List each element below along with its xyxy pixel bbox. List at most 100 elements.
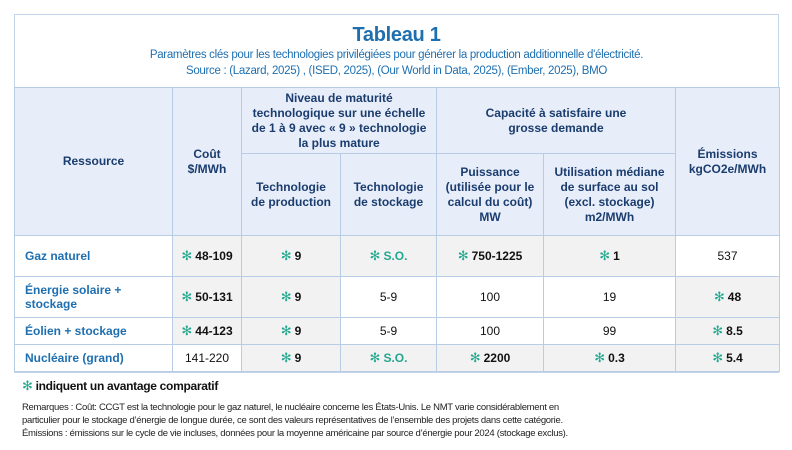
cell-utilisation: ✻ 0.3	[543, 344, 676, 372]
asterisk-icon: ✻	[713, 289, 725, 304]
cell-tech-stockage: ✻ S.O.	[340, 235, 437, 277]
header-tech-stockage-label: Technologie de stockage	[353, 179, 424, 209]
cell-ressource: Énergie solaire + stockage	[14, 276, 173, 318]
cell-value: 9	[294, 290, 302, 304]
header-emissions: Émissions kgCO2e/MWh	[675, 87, 780, 236]
table-title: Tableau 1	[352, 24, 441, 46]
cell-value: 50-131	[195, 290, 233, 304]
header-maturite: Niveau de maturité technologique sur une…	[241, 87, 437, 154]
asterisk-icon: ✻	[457, 248, 469, 263]
asterisk-icon: ✻	[369, 350, 381, 365]
table-subtitle: Paramètres clés pour les technologies pr…	[149, 49, 644, 61]
header-cout-label: Coût $/MWh	[187, 146, 227, 176]
table-source: Source : (Lazard, 2025) , (ISED, 2025), …	[185, 65, 608, 77]
asterisk-icon: ✻	[280, 289, 292, 304]
cell-value: 0.3	[608, 351, 625, 365]
cell-value: 100	[479, 290, 501, 304]
cell-ressource: Éolien + stockage	[14, 317, 173, 345]
header-puissance-label: Puissance (utilisée pour le calcul du co…	[445, 164, 535, 224]
cell-value: 19	[602, 290, 617, 304]
cell-value: 2200	[483, 351, 511, 365]
table-row: Éolien + stockage ✻ 44-123 ✻ 9 5-9 100 99 ✻ 8.5	[14, 317, 780, 345]
remarks-line: particulier pour le stockage d’énergie d…	[22, 415, 563, 426]
cell-value: 537	[717, 249, 738, 263]
title-block: Tableau 1 Paramètres clés pour les techn…	[15, 15, 778, 87]
cell-value: S.O.	[383, 351, 408, 365]
table-row: Nucléaire (grand) 141-220 ✻ 9 ✻ S.O. ✻ 2200 ✻ 0.3…	[14, 344, 780, 372]
asterisk-icon: ✻	[599, 248, 611, 263]
asterisk-icon: ✻	[712, 323, 724, 338]
asterisk-icon: ✻	[712, 350, 724, 365]
cell-puissance: 100	[436, 317, 544, 345]
table-row: Énergie solaire + stockage ✻ 50-131 ✻ 9 5-9 10…	[14, 276, 780, 318]
asterisk-icon: ✻	[469, 350, 481, 365]
asterisk-icon: ✻	[280, 323, 292, 338]
cell-puissance: ✻ 750-1225	[436, 235, 544, 277]
cell-tech-stockage: 5-9	[340, 317, 437, 345]
cell-ressource: Nucléaire (grand)	[14, 344, 173, 372]
cell-tech-production: ✻ 9	[241, 235, 341, 277]
cell-emissions: ✻ 5.4	[675, 344, 780, 372]
header-maturite-label: Niveau de maturité technologique sur une…	[251, 90, 427, 150]
cell-emissions: ✻ 48	[675, 276, 780, 318]
asterisk-icon: ✻	[594, 350, 606, 365]
cell-emissions: ✻ 8.5	[675, 317, 780, 345]
asterisk-icon: ✻	[181, 323, 193, 338]
cell-emissions: 537	[675, 235, 780, 277]
asterisk-icon: ✻	[369, 248, 381, 263]
asterisk-icon: ✻	[181, 289, 193, 304]
cell-value: 5-9	[379, 324, 398, 338]
asterisk-icon: ✻	[22, 378, 33, 393]
asterisk-icon: ✻	[181, 248, 193, 263]
asterisk-icon: ✻	[280, 350, 292, 365]
cell-utilisation: 99	[543, 317, 676, 345]
header-tech-production-label: Technologie de production	[251, 179, 331, 209]
cell-utilisation: ✻ 1	[543, 235, 676, 277]
cell-tech-production: ✻ 9	[241, 276, 341, 318]
cell-value: 5-9	[379, 290, 398, 304]
header-capacite: Capacité à satisfaire une grosse demande	[436, 87, 676, 154]
cell-tech-stockage: 5-9	[340, 276, 437, 318]
cell-value: 48-109	[195, 249, 233, 263]
remarks: Remarques : Coût: CCGT est la technologi…	[22, 401, 568, 440]
cell-tech-production: ✻ 9	[241, 317, 341, 345]
cell-tech-stockage: ✻ S.O.	[340, 344, 437, 372]
cell-value: 9	[294, 324, 302, 338]
cell-value: 750-1225	[471, 249, 523, 263]
table-frame: Tableau 1 Paramètres clés pour les techn…	[14, 14, 780, 373]
cell-value: 9	[294, 249, 302, 263]
cell-cout: ✻ 44-123	[172, 317, 242, 345]
cell-puissance: ✻ 2200	[436, 344, 544, 372]
data-table: Ressource Coût $/MWh Niveau de maturité …	[14, 87, 780, 372]
cell-value: 9	[294, 351, 302, 365]
remarks-line: Remarques : Coût: CCGT est la technologi…	[22, 402, 559, 413]
cell-value: 100	[479, 324, 501, 338]
header-emissions-label: Émissions kgCO2e/MWh	[688, 146, 767, 176]
table-body: Gaz naturel ✻ 48-109 ✻ 9 ✻ S.O. ✻ 750-1225 ✻ 1 537 É…	[14, 235, 780, 372]
legend: ✻ indiquent un avantage comparatif	[22, 378, 218, 394]
cell-value: 5.4	[726, 351, 743, 365]
table-row: Gaz naturel ✻ 48-109 ✻ 9 ✻ S.O. ✻ 750-1225 ✻ 1 537	[14, 235, 780, 277]
cell-value: 1	[613, 249, 620, 263]
header-ressource: Ressource	[14, 87, 173, 236]
cell-value: S.O.	[383, 249, 408, 263]
cell-cout: ✻ 48-109	[172, 235, 242, 277]
cell-value: 8.5	[726, 324, 743, 338]
header-puissance: Puissance (utilisée pour le calcul du co…	[436, 153, 544, 236]
header-tech-stockage: Technologie de stockage	[340, 153, 437, 236]
header-tech-production: Technologie de production	[241, 153, 341, 236]
remarks-line: Émissions : émissions sur le cycle de vi…	[22, 428, 568, 439]
asterisk-icon: ✻	[280, 248, 292, 263]
cell-cout: 141-220	[172, 344, 242, 372]
cell-value: 141-220	[184, 351, 230, 365]
header-capacite-label: Capacité à satisfaire une grosse demande	[485, 105, 627, 135]
cell-value: 44-123	[195, 324, 233, 338]
cell-value: 48	[727, 290, 742, 304]
header-utilisation: Utilisation médiane de surface au sol (e…	[543, 153, 676, 236]
header-cout: Coût $/MWh	[172, 87, 242, 236]
cell-tech-production: ✻ 9	[241, 344, 341, 372]
cell-puissance: 100	[436, 276, 544, 318]
cell-utilisation: 19	[543, 276, 676, 318]
cell-ressource: Gaz naturel	[14, 235, 173, 277]
cell-value: 99	[602, 324, 617, 338]
